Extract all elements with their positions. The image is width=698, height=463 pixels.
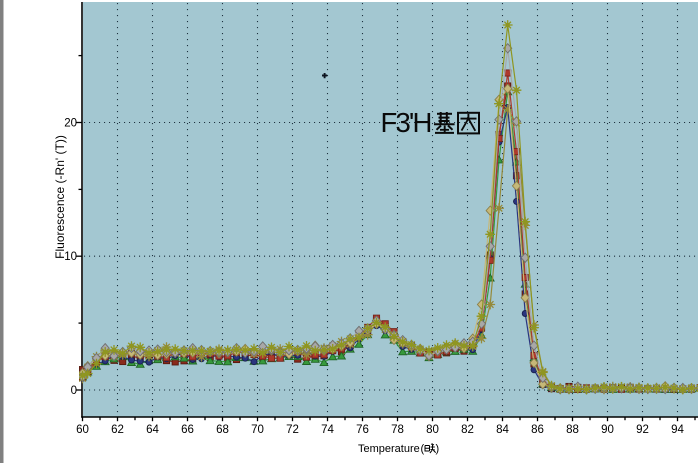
svg-text:78: 78 (391, 424, 404, 436)
svg-text:64: 64 (146, 424, 159, 436)
svg-text:68: 68 (216, 424, 229, 436)
svg-text:Temperature: Temperature (358, 443, 420, 455)
svg-text:90: 90 (601, 424, 614, 436)
svg-text:74: 74 (321, 424, 334, 436)
svg-text:62: 62 (111, 424, 124, 436)
svg-text:84: 84 (496, 424, 509, 436)
svg-text:88: 88 (566, 424, 579, 436)
svg-text:0: 0 (71, 385, 77, 397)
svg-text:(: ( (421, 443, 425, 455)
svg-text:94: 94 (671, 424, 684, 436)
svg-text:): ) (436, 443, 440, 455)
svg-text:10: 10 (64, 251, 77, 263)
svg-text:66: 66 (181, 424, 194, 436)
svg-text:86: 86 (531, 424, 544, 436)
svg-text:80: 80 (426, 424, 439, 436)
svg-text:76: 76 (356, 424, 369, 436)
svg-text:Fluorescence (-Rn' (T)): Fluorescence (-Rn' (T)) (53, 135, 67, 259)
svg-text:72: 72 (286, 424, 299, 436)
svg-text:92: 92 (636, 424, 649, 436)
svg-text:82: 82 (461, 424, 474, 436)
svg-text:20: 20 (64, 118, 77, 130)
svg-text:70: 70 (251, 424, 264, 436)
svg-text:60: 60 (76, 424, 89, 436)
svg-text:F3'H: F3'H (381, 107, 431, 138)
